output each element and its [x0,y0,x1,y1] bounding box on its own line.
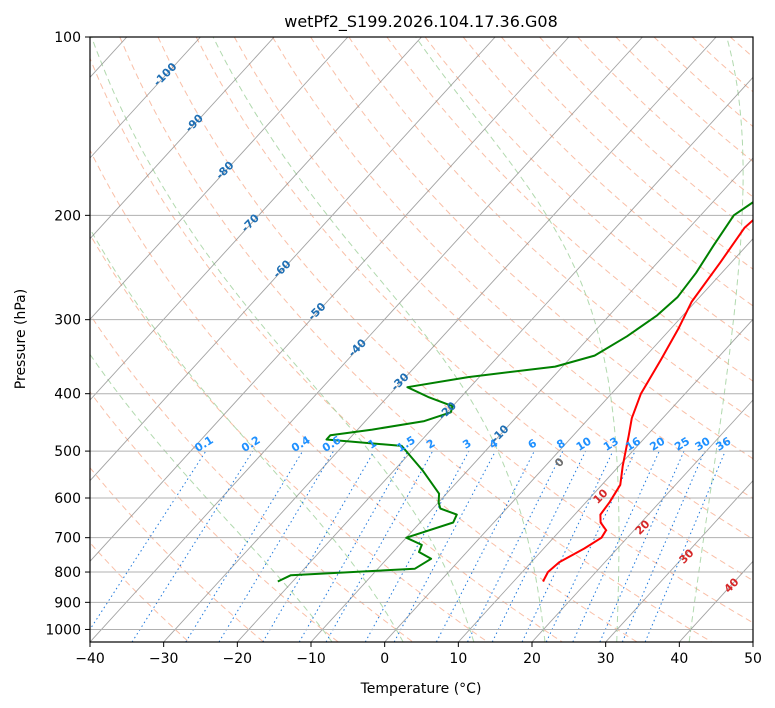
y-tick-label: 500 [54,444,81,460]
isotherm [90,37,643,642]
dry-adiabat [462,37,753,307]
dry-adiabat [157,37,753,624]
moist-adiabat [688,37,744,642]
isotherm [90,37,496,482]
isotherm [90,37,570,563]
mixing-ratio-label: 2 [424,437,437,452]
mixing-ratio-line [131,450,254,642]
dry-adiabat [310,37,753,460]
dry-adiabat [233,37,753,540]
y-tick-label: 100 [54,30,81,46]
background-lines [90,37,775,642]
moist-adiabat [90,227,404,642]
mixing-ratio-line [521,450,614,642]
y-axis: 100 200 300 400 500 600 700 800 900 1000 [45,30,90,638]
y-axis-title: Pressure (hPa) [13,289,29,389]
isotherm [605,479,753,642]
mixing-ratio-label: 0.1 [192,433,215,454]
mixing-ratio-line [393,450,496,642]
moist-adiabat [91,37,475,642]
mixing-ratio-line [298,450,409,642]
isotherm [163,37,717,642]
moist-adiabat-label: 30 [677,546,697,566]
y-tick-label: 900 [54,595,81,611]
y-tick-label: 700 [54,531,81,547]
isotherm [90,37,422,401]
dry-adiabat [272,37,753,500]
isotherm [90,37,349,321]
y-tick-label: 600 [54,491,81,507]
dewpoint-line [277,200,753,583]
isotherm [90,37,201,159]
x-tick-label: −40 [75,651,105,667]
mixing-ratio-line [262,450,375,642]
mixing-ratio-line [90,450,207,631]
isotherm [237,76,753,642]
x-tick-label: −30 [149,651,179,667]
dry-adiabat [90,391,339,642]
x-axis-title: Temperature (°C) [360,681,482,697]
dry-adiabat [90,57,638,642]
moist-adiabat-label: 20 [633,517,653,537]
y-tick-label: 300 [54,313,81,329]
plot-frame [89,36,754,643]
x-tick-label: −10 [296,651,326,667]
mixing-ratio-line [599,450,685,642]
mixing-ratio-line [621,450,705,642]
isotherm [531,399,753,642]
in-plot-labels: 0.1 0.2 0.4 0.6 1 1.5 2 3 4 6 8 10 13 16 20 25 30 36-100-… [151,60,742,596]
mixing-ratio-line [364,450,470,642]
temperature-line [542,218,753,582]
y-tick-label: 800 [54,565,81,581]
profile-lines [277,200,753,583]
dry-adiabat [195,37,753,582]
moist-adiabat [212,37,546,642]
y-tick-label: 1000 [45,622,81,638]
mixing-ratio-label: 6 [526,436,540,451]
mixing-ratio-line [185,450,304,642]
x-tick-label: 30 [597,651,615,667]
moist-adiabat [90,353,333,642]
dry-adiabat [577,37,753,198]
mixing-ratio-line [644,450,726,642]
x-tick-label: −20 [223,651,253,667]
dry-adiabat [539,37,753,234]
mixing-ratio-line [491,450,587,642]
dry-adiabat [90,466,264,642]
y-tick-label: 200 [54,208,81,224]
isotherm [458,318,753,642]
isotherm [752,641,753,642]
mixing-ratio-line [572,450,660,642]
isotherm [310,157,753,642]
mixing-ratio-line [218,450,334,642]
dry-adiabat [769,37,775,642]
mixing-ratio-label: 1.5 [394,433,417,454]
mixing-ratio-line [467,450,564,642]
dry-adiabat [90,233,488,642]
chart-title: wetPf2_S199.2026.104.17.36.G08 [284,12,558,32]
mixing-ratio-label: 3 [460,437,473,452]
mixing-ratio-line [325,450,434,642]
pressure-gridlines [90,37,753,630]
x-tick-label: 40 [670,651,688,667]
x-tick-label: 0 [380,651,389,667]
y-tick-label: 400 [54,387,81,403]
dry-adiabat [119,37,712,642]
isotherm [384,237,753,642]
x-tick-label: 20 [523,651,541,667]
x-tick-label: 50 [744,651,762,667]
x-axis: −40 −30 −20 −10 0 10 20 30 40 50 [75,642,762,667]
dry-adiabat [90,149,563,642]
isotherm [90,37,275,240]
x-tick-label: 10 [449,651,467,667]
